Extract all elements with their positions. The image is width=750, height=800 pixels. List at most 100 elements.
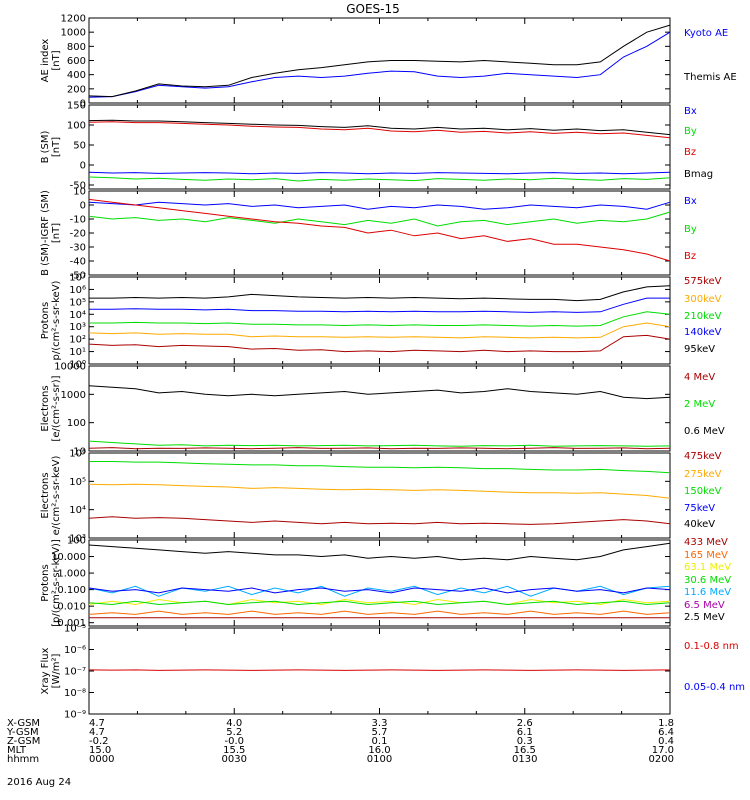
panel-8: 10⁻⁹ 10⁻⁸ 10⁻⁷ 10⁻⁶ 10⁻⁵ Xray Flux [W/m²] 0.1-0… — [40, 624, 745, 721]
series-line-by — [88, 176, 671, 182]
y-tick-label: 200 — [67, 84, 86, 95]
legend-entry: 75keV — [684, 503, 715, 514]
y-axis-label: AE index — [40, 39, 51, 83]
series-line-kyoto-ae — [88, 31, 671, 98]
legend-entry: 2.5 MeV — [684, 612, 725, 623]
series-line-140kev — [89, 297, 670, 313]
y-axis-label: [nT] — [51, 137, 62, 157]
legend-entry: Bz — [684, 251, 696, 262]
ephemeris-value: 0030 — [222, 754, 247, 765]
series-line-150kev — [89, 461, 671, 474]
y-axis-label: Electrons — [40, 385, 51, 431]
legend-entry: 165 MeV — [684, 550, 728, 561]
ephemeris-value: 16.5 — [514, 745, 536, 756]
y-tick-label: 400 — [67, 70, 86, 81]
y-tick-label: 0.001 — [57, 618, 86, 629]
ephemeris-row-label: Z-GSM — [7, 736, 40, 747]
legend-entry: 0.6 MeV — [684, 426, 725, 437]
y-tick-label: 10⁰ — [69, 360, 86, 371]
legend-entry: 2 MeV — [684, 399, 715, 410]
legend-entry: Bz — [684, 147, 696, 158]
legend-entry: By — [684, 126, 697, 137]
y-axis-label: Electrons — [40, 472, 51, 518]
legend-entry: 210keV — [684, 311, 722, 322]
y-tick-label: 0 — [80, 161, 86, 172]
ephemeris-value: 5.2 — [226, 727, 242, 738]
y-tick-label: 50 — [73, 141, 86, 152]
plot-title: GOES-15 — [346, 2, 400, 16]
legend-entry: Themis AE — [683, 72, 737, 83]
series-line-475kev — [88, 516, 671, 525]
series-line-4-mev — [88, 447, 671, 450]
panel-2: -50 0 50 100 150 B (SM) [nT] Bx By Bz Bmag — [40, 101, 713, 192]
panel-frame — [88, 17, 671, 104]
legend-entry: 475keV — [684, 451, 722, 462]
y-axis-label: [e/(cm²-s-sr)] — [51, 375, 62, 441]
y-tick-label: -10 — [70, 215, 86, 226]
ephemeris-row-label: Y-GSM — [6, 727, 39, 738]
ephemeris-value: 0000 — [89, 754, 114, 765]
y-tick-label: 1.000 — [57, 569, 86, 580]
date-label: 2016 Aug 24 — [7, 777, 71, 788]
panel-frame — [88, 452, 671, 539]
legend-entry: Bmag — [684, 169, 713, 180]
y-axis-label: B (SM) — [40, 130, 51, 163]
legend-entry: 11.6 MeV — [684, 587, 731, 598]
series-line-6-5-mev — [88, 587, 671, 594]
y-tick-label: 10 — [73, 447, 86, 458]
legend-entry: 40keV — [684, 519, 715, 530]
y-tick-label: 10¹ — [69, 347, 86, 358]
ephemeris-value: 1.8 — [658, 718, 674, 729]
series-line-300kev — [88, 322, 671, 339]
ephemeris-value: 4.7 — [89, 727, 105, 738]
y-axis-label: Xray Flux — [40, 647, 51, 694]
ephemeris-value: 4.0 — [226, 718, 242, 729]
legend-entry: 30.6 MeV — [684, 575, 731, 586]
y-tick-label: 10² — [69, 335, 86, 346]
y-tick-label: 10⁶ — [69, 285, 86, 296]
y-tick-label: 10³ — [69, 322, 86, 333]
y-tick-label: -40 — [70, 257, 86, 268]
series-line-bx — [88, 201, 671, 210]
y-tick-label: 10⁻⁶ — [64, 645, 86, 656]
y-tick-label: 10⁻⁵ — [64, 624, 86, 635]
series-line-165-mev — [88, 610, 671, 615]
y-tick-label: 100 — [67, 418, 86, 429]
legend-entry: 275keV — [684, 469, 722, 480]
y-tick-label: -50 — [70, 181, 86, 192]
panel-frame — [88, 627, 671, 715]
series-line-210kev — [89, 311, 671, 327]
legend-entry: 150keV — [684, 486, 722, 497]
y-tick-label: 10⁴ — [69, 505, 86, 516]
ephemeris-value: 0130 — [512, 754, 537, 765]
y-axis-label: [nT] — [51, 223, 62, 243]
y-tick-label: 10⁵ — [69, 297, 86, 308]
y-tick-label: 10 — [73, 187, 86, 198]
y-tick-label: 10³ — [69, 534, 86, 545]
series-line-575kev — [88, 334, 671, 353]
ephemeris-value: 5.7 — [372, 727, 388, 738]
ephemeris-value: 0.3 — [517, 736, 533, 747]
legend-entry: 4 MeV — [684, 372, 715, 383]
ephemeris-value: 3.3 — [372, 718, 388, 729]
y-tick-label: 10⁵ — [69, 477, 86, 488]
ephemeris-value: 16.0 — [368, 745, 390, 756]
ephemeris-value: -0.0 — [224, 736, 244, 747]
ephemeris-value: 17.0 — [652, 745, 674, 756]
y-tick-label: 0.100 — [57, 585, 86, 596]
series-line-bx — [88, 171, 671, 175]
y-tick-label: 600 — [67, 56, 86, 67]
y-axis-label: [p/(cm²-s-sr-keV)] — [51, 539, 62, 627]
legend-entry: Kyoto AE — [684, 28, 728, 39]
ephemeris-value: 0.4 — [658, 736, 674, 747]
y-tick-label: -20 — [70, 229, 86, 240]
y-tick-label: 1200 — [61, 14, 86, 25]
series-line-2-mev — [88, 440, 671, 447]
legend-entry: 575keV — [684, 276, 722, 287]
legend-entry: 6.5 MeV — [684, 600, 725, 611]
y-tick-label: 100 — [67, 121, 86, 132]
panel-1: 0 200 400 600 800 1000 1200 AE index [nT] Kyoto A… — [40, 14, 737, 110]
legend-entry: 140keV — [684, 327, 722, 338]
ephemeris-row-label: MLT — [7, 745, 27, 756]
ephemeris-value: 0100 — [367, 754, 392, 765]
